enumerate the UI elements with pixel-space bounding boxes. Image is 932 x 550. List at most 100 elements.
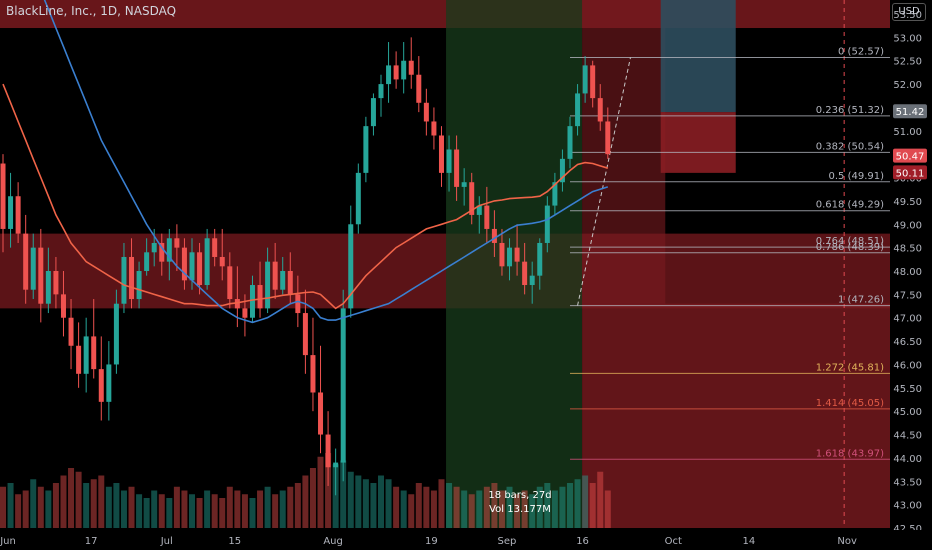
candle-body <box>257 285 263 309</box>
fib-level-label: 0 (52.57) <box>838 46 884 57</box>
resistance-zone-top <box>0 0 890 29</box>
candle-body <box>136 271 142 300</box>
price-badge <box>893 104 927 119</box>
volume-bar <box>60 475 67 528</box>
price-tick-label: 47.00 <box>893 314 922 325</box>
candle-body <box>363 126 369 173</box>
measure-bars-label: 18 bars, 27d <box>488 490 551 501</box>
time-tick-label: 17 <box>85 536 98 547</box>
fib-level-label: 0.382 (50.54) <box>816 141 884 152</box>
candle-body <box>529 275 535 286</box>
volume-bar <box>347 471 354 528</box>
time-tick-label: Aug <box>323 536 343 547</box>
date-range-highlight <box>446 0 583 528</box>
volume-bar <box>234 490 241 528</box>
candle-body <box>53 271 59 295</box>
candle-body <box>38 247 44 304</box>
volume-bar <box>181 490 188 528</box>
time-tick-label: Sep <box>498 536 517 547</box>
price-tick-label: 49.50 <box>893 197 922 208</box>
volume-bar <box>128 486 135 528</box>
volume-bar <box>52 483 59 528</box>
volume-bar <box>249 498 256 528</box>
candle-body <box>461 182 467 187</box>
volume-bar <box>302 475 309 528</box>
volume-bar <box>98 475 105 528</box>
symbol-title[interactable]: BlackLine, Inc., 1D, NASDAQ <box>6 4 177 18</box>
candle-body <box>76 345 82 374</box>
candle-body <box>318 392 324 435</box>
candle-body <box>431 121 437 136</box>
candle-body <box>386 65 392 85</box>
price-tick-label: 52.50 <box>893 57 922 68</box>
candle-body <box>559 158 565 183</box>
candle-body <box>393 65 399 80</box>
candle-body <box>15 196 21 234</box>
volume-bar <box>582 475 589 528</box>
volume-bar <box>166 498 173 528</box>
candle-body <box>582 65 588 94</box>
candle-body <box>469 182 475 215</box>
candle-body <box>144 252 150 271</box>
volume-bar <box>294 483 301 528</box>
volume-bar <box>37 486 44 528</box>
volume-bar <box>415 483 422 528</box>
volume-bar <box>75 471 82 528</box>
volume-bar <box>544 483 551 528</box>
time-tick-label: Nov <box>837 536 857 547</box>
candle-body <box>106 364 112 402</box>
candle-body <box>590 65 596 99</box>
price-tick-label: 53.00 <box>893 33 922 44</box>
volume-bar <box>604 490 611 528</box>
candle-body <box>348 224 354 309</box>
candle-body <box>129 256 135 300</box>
candle-body <box>499 242 505 267</box>
price-badge-label: 50.11 <box>896 168 925 179</box>
candle-body <box>159 242 165 262</box>
candle-body <box>522 261 528 286</box>
fib-level-label: 0.764 (48.51) <box>816 236 884 247</box>
volume-bar <box>226 486 233 528</box>
price-tick-label: 52.00 <box>893 80 922 91</box>
fib-level-label: 0.5 (49.91) <box>828 171 884 182</box>
candle-body <box>340 308 346 463</box>
candle-body <box>30 247 36 290</box>
volume-bar <box>408 494 415 528</box>
fib-level-label: 1.272 (45.81) <box>816 362 884 373</box>
candle-body <box>423 102 429 122</box>
price-tick-label: 45.50 <box>893 384 922 395</box>
candle-body <box>605 121 611 155</box>
volume-bar <box>559 486 566 528</box>
fast-moving-average <box>2 83 609 310</box>
price-tick-label: 48.50 <box>893 244 922 255</box>
currency-button[interactable]: USD <box>892 3 926 21</box>
candle-body <box>219 256 225 267</box>
volume-bar <box>453 486 460 528</box>
fib-level-label: 1 (47.26) <box>838 295 884 306</box>
volume-bar <box>498 490 505 528</box>
candle-body <box>113 303 119 365</box>
volume-bar <box>393 486 400 528</box>
volume-bar <box>446 483 453 528</box>
volume-bar <box>378 475 384 528</box>
candle-body <box>121 256 127 304</box>
time-tick-label: 19 <box>425 536 438 547</box>
time-tick-label: Jun <box>0 536 16 547</box>
volume-bar <box>204 490 211 528</box>
candle-body <box>408 60 414 75</box>
volume-bar <box>529 494 536 528</box>
volume-bar <box>574 479 581 528</box>
volume-bar <box>370 483 377 528</box>
volume-bar <box>468 494 475 528</box>
volume-bar <box>400 490 407 528</box>
price-tick-label: 46.50 <box>893 337 922 348</box>
candle-body <box>491 228 497 243</box>
volume-bar <box>211 494 218 528</box>
price-tick-label: 51.00 <box>893 127 922 138</box>
volume-bar <box>241 494 248 528</box>
candle-body <box>265 261 271 309</box>
candle-body <box>91 336 97 370</box>
price-tick-label: 48.00 <box>893 267 922 278</box>
target-zone <box>582 303 890 528</box>
